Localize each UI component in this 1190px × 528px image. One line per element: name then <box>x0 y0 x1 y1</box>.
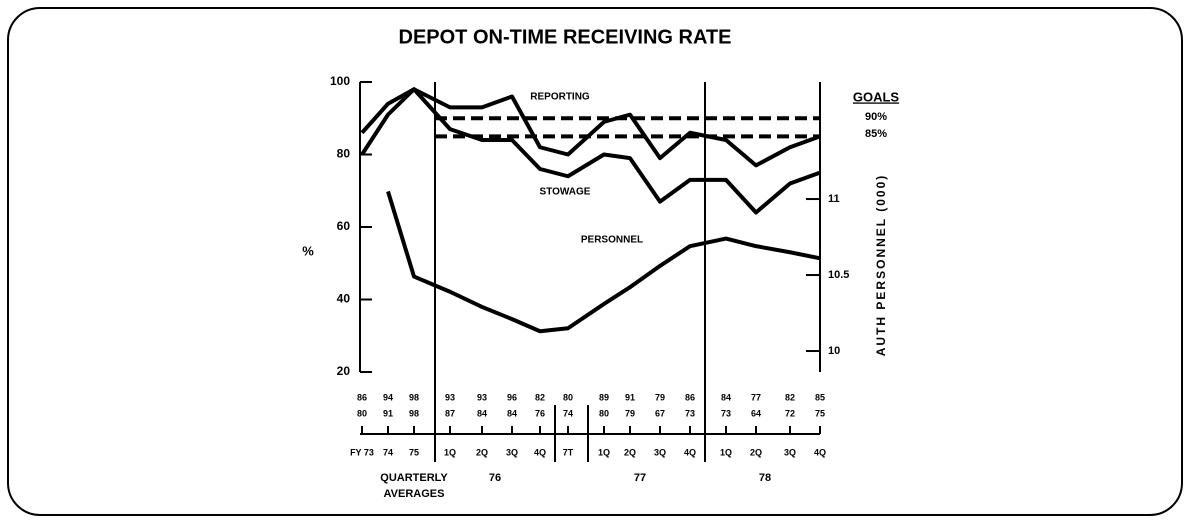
group-label-part: AVERAGES <box>384 488 445 500</box>
table-value: 93 <box>477 392 487 402</box>
group-label: 77 <box>634 472 646 484</box>
x-tick-label: 3Q <box>654 447 666 457</box>
y-tick-label: 40 <box>337 292 351 306</box>
x-tick-label: 4Q <box>684 447 696 457</box>
table-value: 86 <box>357 392 367 402</box>
x-tick-label: FY 73 <box>350 447 374 457</box>
line <box>386 190 821 334</box>
x-tick-label: 2Q <box>624 447 636 457</box>
group-label: 78 <box>759 472 771 484</box>
y-axis-label: % <box>302 243 314 258</box>
frame <box>7 7 1183 516</box>
x-tick-label: 1Q <box>444 447 456 457</box>
x-tick-label: 3Q <box>506 447 518 457</box>
x-tick-label: 2Q <box>750 447 762 457</box>
y2-axis-label: AUTH PERSONNEL (000) <box>874 174 888 356</box>
x-tick-label: 75 <box>409 447 419 457</box>
table-value: 89 <box>599 392 609 402</box>
table-value: 98 <box>409 408 419 418</box>
table-value: 82 <box>785 392 795 402</box>
x-tick-label: 1Q <box>598 447 610 457</box>
series-label: STOWAGE <box>540 187 591 198</box>
table-value: 82 <box>535 392 545 402</box>
series-label: PERSONNEL <box>581 235 643 246</box>
table-value: 74 <box>563 408 573 418</box>
x-tick-label: 1Q <box>720 447 732 457</box>
table-value: 67 <box>655 408 665 418</box>
y-tick-label: 80 <box>337 147 351 161</box>
y-tick-label: 20 <box>337 364 351 378</box>
line <box>360 87 821 215</box>
table-value: 80 <box>563 392 573 402</box>
goals-title: GOALS <box>853 89 900 104</box>
chart-title: DEPOT ON-TIME RECEIVING RATE <box>399 26 732 48</box>
y2-tick-label: 10 <box>828 345 840 357</box>
x-tick-label: 74 <box>383 447 393 457</box>
table-value: 87 <box>445 408 455 418</box>
table-value: 76 <box>535 408 545 418</box>
table-value: 94 <box>383 392 393 402</box>
series-label: REPORTING <box>530 92 590 103</box>
table-value: 73 <box>685 408 695 418</box>
table-value: 98 <box>409 392 419 402</box>
table-value: 84 <box>721 392 731 402</box>
x-tick-label: 4Q <box>814 447 826 457</box>
table-value: 75 <box>815 408 825 418</box>
group-label: QUARTERLY AVERAGES <box>380 472 448 500</box>
x-tick-label: 2Q <box>476 447 488 457</box>
table-value: 93 <box>445 392 455 402</box>
table-value: 91 <box>625 392 635 402</box>
x-tick-label: 3Q <box>784 447 796 457</box>
table-value: 80 <box>357 408 367 418</box>
table-value: 72 <box>785 408 795 418</box>
goal-label: 90% <box>865 111 887 123</box>
table-value: 84 <box>477 408 487 418</box>
goal-label: 85% <box>865 128 887 140</box>
x-tick-label: 7T <box>563 447 574 457</box>
y-tick-label: 100 <box>330 74 350 88</box>
group-label: 76 <box>489 472 501 484</box>
table-value: 84 <box>507 408 517 418</box>
table-value: 80 <box>599 408 609 418</box>
table-value: 77 <box>751 392 761 402</box>
table-value: 85 <box>815 392 825 402</box>
table-value: 79 <box>625 408 635 418</box>
y2-tick-label: 11 <box>828 193 840 205</box>
table-value: 96 <box>507 392 517 402</box>
y2-tick-label: 10.5 <box>828 269 849 281</box>
table-value: 79 <box>655 392 665 402</box>
table-value: 73 <box>721 408 731 418</box>
y-tick-label: 60 <box>337 219 351 233</box>
x-tick-label: 4Q <box>534 447 546 457</box>
group-label-part: QUARTERLY <box>380 472 448 484</box>
table-value: 64 <box>751 408 761 418</box>
table-value: 86 <box>685 392 695 402</box>
table-value: 91 <box>383 408 393 418</box>
line <box>360 87 821 168</box>
